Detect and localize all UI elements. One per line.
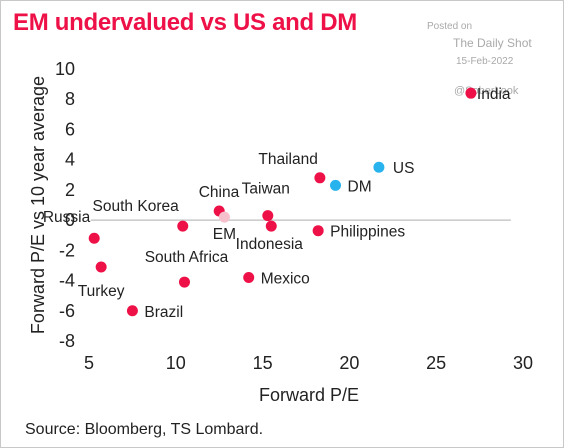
point-south-korea <box>177 220 189 232</box>
point-dm <box>330 179 342 191</box>
point-indonesia <box>265 220 277 232</box>
label-indonesia: Indonesia <box>236 236 304 253</box>
point-us <box>373 161 385 173</box>
x-tick-label: 25 <box>426 353 446 373</box>
point-philippines <box>312 225 324 237</box>
data-points <box>88 87 477 317</box>
watermark-posted: Posted on <box>427 21 473 32</box>
label-south-africa: South Africa <box>145 249 229 266</box>
label-brazil: Brazil <box>144 304 183 321</box>
point-thailand <box>314 172 326 184</box>
y-tick-label: -8 <box>59 331 75 351</box>
label-china: China <box>199 184 240 201</box>
label-em: EM <box>213 226 236 243</box>
y-axis-title: Forward P/E vs 10 year average <box>28 76 48 334</box>
y-tick-label: 4 <box>65 150 75 170</box>
point-mexico <box>243 272 255 284</box>
label-dm: DM <box>348 178 372 195</box>
point-russia <box>88 232 100 244</box>
label-south-korea: South Korea <box>93 198 180 215</box>
x-tick-label: 30 <box>513 353 533 373</box>
y-tick-label: -2 <box>59 240 75 260</box>
point-india <box>465 87 477 99</box>
source-note: Source: Bloomberg, TS Lombard. <box>25 421 264 438</box>
x-axis-title: Forward P/E <box>259 385 359 405</box>
point-south-africa <box>178 276 190 288</box>
point-turkey <box>95 261 107 273</box>
y-tick-label: 10 <box>55 59 75 79</box>
y-tick-label: -4 <box>59 271 75 291</box>
y-tick-label: -6 <box>59 301 75 321</box>
point-brazil <box>126 305 138 317</box>
watermark-brand: The Daily Shot <box>453 36 532 50</box>
x-tick-label: 20 <box>339 353 359 373</box>
label-russia: Russia <box>43 209 91 226</box>
point-taiwan <box>262 210 274 222</box>
x-tick-label: 10 <box>166 353 186 373</box>
y-tick-label: 0 <box>65 210 75 230</box>
point-labels: India Thailand US DM China Taiwan South Korea E… <box>43 86 511 321</box>
watermark-date: 15-Feb-2022 <box>456 56 514 67</box>
label-india: India <box>477 86 511 103</box>
y-tick-label: 6 <box>65 119 75 139</box>
point-em <box>218 211 230 223</box>
y-tick-label: 2 <box>65 180 75 200</box>
y-tick-label: 8 <box>65 89 75 109</box>
chart-title: EM undervalued vs US and DM <box>13 9 357 36</box>
label-mexico: Mexico <box>261 271 310 288</box>
x-tick-label: 15 <box>253 353 273 373</box>
label-thailand: Thailand <box>258 151 317 168</box>
label-us: US <box>393 160 415 177</box>
x-tick-label: 5 <box>84 353 94 373</box>
label-taiwan: Taiwan <box>242 181 290 198</box>
label-turkey: Turkey <box>78 283 125 300</box>
label-philippines: Philippines <box>330 224 405 241</box>
